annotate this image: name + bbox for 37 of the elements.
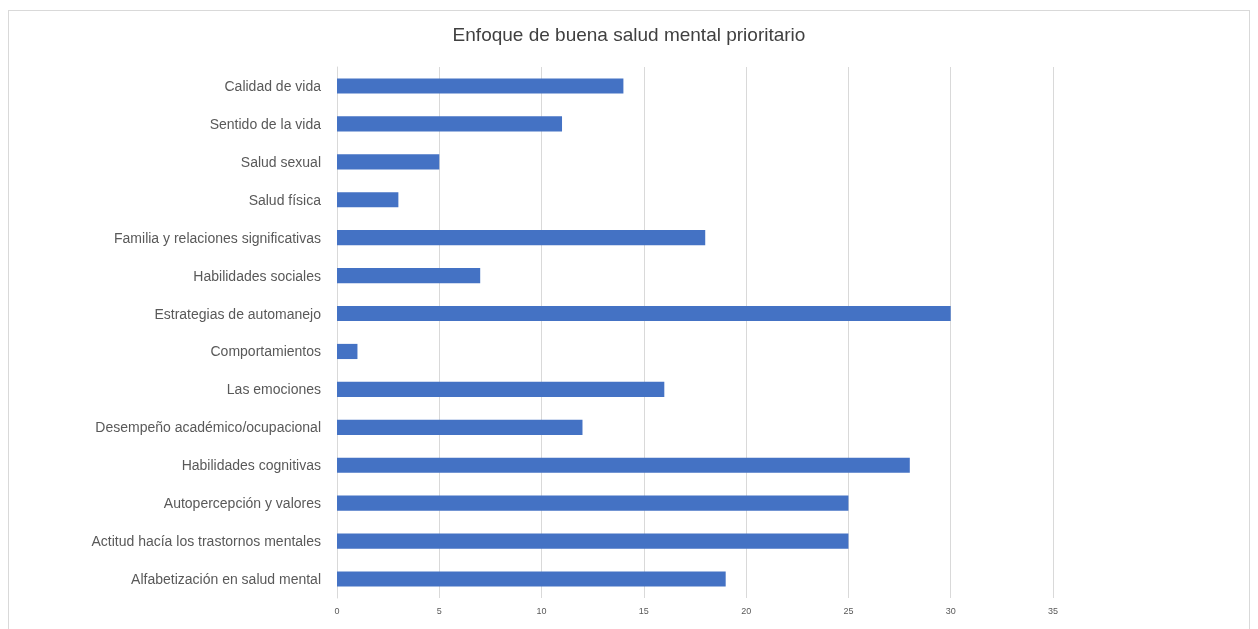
bar xyxy=(337,230,706,246)
y-tick-label: Familia y relaciones significativas xyxy=(114,229,321,246)
y-tick-label: Actitud hacía los trastornos mentales xyxy=(91,533,321,550)
y-tick-label: Habilidades sociales xyxy=(193,267,321,284)
bar xyxy=(337,571,726,587)
bar xyxy=(337,343,358,360)
bar xyxy=(337,305,951,322)
y-tick-label: Comportamientos xyxy=(210,343,321,360)
y-tick-label: Estrategias de automanejo xyxy=(154,305,322,322)
bar xyxy=(337,533,849,549)
x-tick-label: 15 xyxy=(638,605,649,616)
chart-title: Enfoque de buena salud mental prioritario xyxy=(452,24,806,45)
bar xyxy=(337,268,481,284)
x-tick-label: 25 xyxy=(843,605,854,616)
y-tick-label: Salud física xyxy=(248,191,322,208)
y-tick-label: Habilidades cognitivas xyxy=(181,457,321,474)
y-tick-label: Sentido de la vida xyxy=(209,115,322,132)
y-tick-label: Las emociones xyxy=(226,381,321,398)
y-tick-label: Alfabetización en salud mental xyxy=(131,571,321,588)
bar xyxy=(337,154,440,170)
x-tick-label: 10 xyxy=(536,605,547,616)
y-tick-label: Salud sexual xyxy=(240,153,321,170)
y-tick-label: Autopercepción y valores xyxy=(163,495,321,512)
x-tick-label: 20 xyxy=(741,605,752,616)
x-tick-label: 35 xyxy=(1047,605,1059,616)
bar xyxy=(337,116,563,132)
y-tick-label: Desempeño académico/ocupacional xyxy=(95,419,321,436)
x-tick-label: 5 xyxy=(436,605,442,616)
bar xyxy=(337,457,910,473)
x-tick-label: 30 xyxy=(945,605,956,616)
bar xyxy=(337,381,665,397)
bar xyxy=(337,495,849,511)
bar xyxy=(337,419,583,435)
y-tick-label: Calidad de vida xyxy=(224,77,322,94)
bar xyxy=(337,192,399,208)
x-tick-label: 0 xyxy=(334,605,340,616)
bar xyxy=(337,78,624,94)
